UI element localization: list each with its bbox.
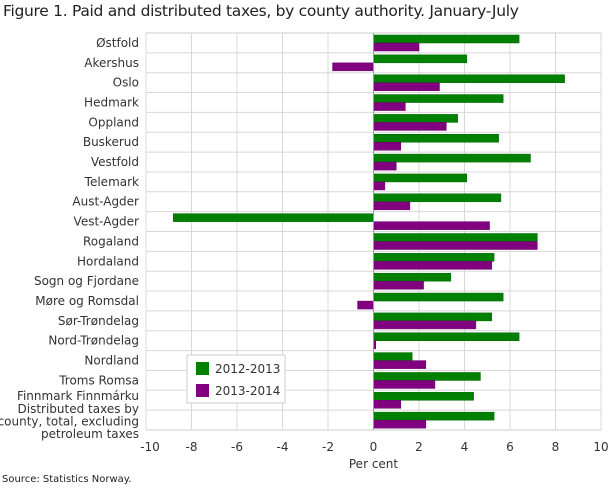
bar-2012-2013 xyxy=(373,272,452,282)
bar-2012-2013 xyxy=(373,54,468,64)
y-category-label: Vestfold xyxy=(91,155,139,169)
y-category-label: Aust-Agder xyxy=(72,195,139,209)
x-tick-label: -2 xyxy=(322,440,334,454)
bar-2012-2013 xyxy=(373,332,520,341)
bar-2012-2013 xyxy=(373,114,458,123)
y-category-label: Sør-Trøndelag xyxy=(58,314,139,328)
y-category-label: petroleum taxes xyxy=(41,427,139,441)
x-tick-label: 6 xyxy=(506,440,514,454)
y-category-label: Vest-Agder xyxy=(74,215,140,229)
bar-2013-2014 xyxy=(373,419,427,429)
y-category-label: Nord-Trøndelag xyxy=(48,334,139,348)
x-tick-label: 10 xyxy=(593,440,608,454)
x-tick-label: 4 xyxy=(461,440,469,454)
bar-2012-2013 xyxy=(373,253,495,262)
bar-2012-2013 xyxy=(373,292,504,302)
x-tick-label: -4 xyxy=(277,440,289,454)
chart-title: Figure 1. Paid and distributed taxes, by… xyxy=(3,2,519,20)
bar-2013-2014 xyxy=(373,320,477,330)
y-category-label: Sogn og Fjordane xyxy=(34,274,139,288)
bar-2013-2014 xyxy=(332,62,374,72)
y-category-label: Nordland xyxy=(84,354,139,368)
bar-2013-2014 xyxy=(373,142,402,151)
x-tick-label: -10 xyxy=(140,440,160,454)
y-category-label: Oppland xyxy=(88,115,139,129)
y-category-label: Oslo xyxy=(113,76,139,90)
y-category-label: Troms Romsa xyxy=(58,373,139,387)
bar-2013-2014 xyxy=(357,300,374,310)
bar-2012-2013 xyxy=(373,352,413,361)
bar-2013-2014 xyxy=(373,161,397,171)
y-category-label: Telemark xyxy=(84,175,139,189)
y-category-label: Møre og Romsdal xyxy=(35,294,139,308)
legend-label: 2013-2014 xyxy=(215,384,280,398)
bar-2013-2014 xyxy=(373,181,386,191)
y-category-label: Distributed taxes by xyxy=(18,402,140,416)
legend-label: 2012-2013 xyxy=(215,362,280,376)
bar-2012-2013 xyxy=(373,411,495,421)
bar-2012-2013 xyxy=(373,134,499,143)
bar-2012-2013 xyxy=(173,213,374,222)
y-category-label: Buskerud xyxy=(83,135,139,149)
bar-2013-2014 xyxy=(373,201,411,211)
y-category-label: Rogaland xyxy=(83,234,139,248)
bar-2013-2014 xyxy=(373,102,406,111)
x-tick-label: 8 xyxy=(552,440,560,454)
y-category-label: Akershus xyxy=(84,56,139,70)
bar-2012-2013 xyxy=(373,34,520,44)
bar-2012-2013 xyxy=(373,312,493,322)
bar-2012-2013 xyxy=(373,153,531,163)
bar-2013-2014 xyxy=(373,280,424,290)
bar-2013-2014 xyxy=(373,42,420,52)
bar-2013-2014 xyxy=(373,122,447,131)
bar-2012-2013 xyxy=(373,372,481,381)
source-note: Source: Statistics Norway. xyxy=(2,474,132,485)
bar-2012-2013 xyxy=(373,94,504,103)
x-tick-label: -6 xyxy=(231,440,243,454)
x-tick-label: -8 xyxy=(186,440,198,454)
y-category-label: Østfold xyxy=(96,36,139,50)
bar-2012-2013 xyxy=(373,74,565,83)
bar-2012-2013 xyxy=(373,392,474,401)
legend-swatch xyxy=(196,362,209,375)
bar-2013-2014 xyxy=(373,261,493,270)
bar-2012-2013 xyxy=(373,233,538,242)
bar-2013-2014 xyxy=(373,360,427,369)
y-category-label: Finnmark Finnmárku xyxy=(17,389,139,403)
x-tick-label: 2 xyxy=(415,440,423,454)
x-tick-label: 0 xyxy=(370,440,378,454)
bar-2013-2014 xyxy=(373,400,402,409)
bar-2013-2014 xyxy=(373,221,490,230)
y-category-label: county, total, excluding xyxy=(0,415,139,429)
bar-2013-2014 xyxy=(373,380,436,389)
bar-2013-2014 xyxy=(373,241,538,250)
y-category-label: Hordaland xyxy=(77,254,139,268)
x-axis-label: Per cent xyxy=(349,457,399,471)
bar-2012-2013 xyxy=(373,173,468,183)
y-category-label: Hedmark xyxy=(84,95,139,109)
bar-2013-2014 xyxy=(373,82,440,91)
legend-swatch xyxy=(196,384,209,397)
bar-2012-2013 xyxy=(373,193,502,203)
